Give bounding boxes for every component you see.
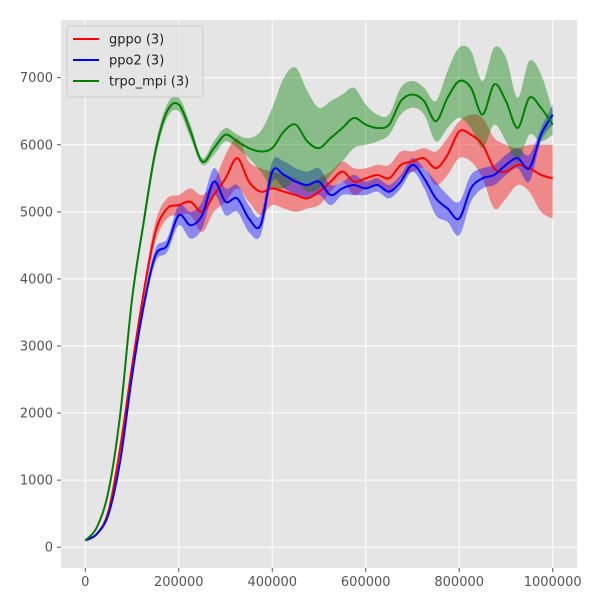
- x-tick-label-0: 0: [81, 575, 89, 590]
- x-tick-label-4: 800000: [434, 575, 484, 590]
- legend-box: [66, 25, 204, 98]
- y-tick-label-5: 5000: [20, 205, 53, 220]
- series-lines: [84, 79, 554, 542]
- y-tick-label-4: 4000: [20, 272, 53, 287]
- legend-label-0: gppo (3): [109, 33, 164, 48]
- line-series-2: [84, 79, 554, 542]
- x-axis-ticks: 0 200000 400000 600000 800000 1000000: [81, 568, 582, 590]
- x-tick-label-2: 400000: [247, 575, 297, 590]
- line-series-0: [84, 129, 553, 542]
- x-tick-label-1: 200000: [154, 575, 204, 590]
- line-series-1: [84, 114, 554, 542]
- gridlines: [61, 20, 577, 568]
- y-tick-label-1: 1000: [20, 474, 53, 489]
- x-tick-label-3: 600000: [341, 575, 391, 590]
- y-tick-label-0: 0: [45, 541, 53, 556]
- legend: gppo (3) ppo2 (3) trpo_mpi (3): [66, 25, 204, 98]
- band-series-0: [85, 114, 553, 541]
- x-tick-label-5: 1000000: [524, 575, 582, 590]
- y-tick-label-3: 3000: [20, 339, 53, 354]
- y-tick-label-6: 6000: [20, 138, 53, 153]
- legend-label-1: ppo2 (3): [109, 54, 164, 69]
- band-series-2: [85, 45, 553, 541]
- y-tick-label-7: 7000: [20, 71, 53, 86]
- legend-label-2: trpo_mpi (3): [109, 75, 189, 90]
- y-tick-label-2: 2000: [20, 407, 53, 422]
- y-axis-ticks: 0 1000 2000 3000 4000 5000 6000 7000: [20, 71, 61, 556]
